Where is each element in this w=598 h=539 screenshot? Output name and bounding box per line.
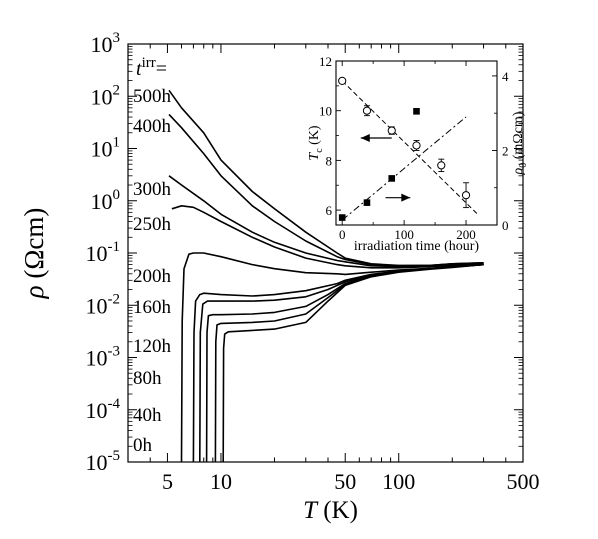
legend-title-equals: = <box>156 58 167 80</box>
series-label-400h: 400h <box>133 116 172 137</box>
series-line-80h <box>205 263 484 463</box>
y-tick-label: 10-2 <box>86 291 121 318</box>
series-label-0h: 0h <box>133 435 153 456</box>
y-tick-label: 10-5 <box>86 448 121 475</box>
y-tick-exponent: -2 <box>108 291 121 307</box>
inset-right-label-symbol: ρ <box>511 167 526 175</box>
series-curves <box>168 89 484 463</box>
inset-point-tc <box>387 126 396 135</box>
y-tick-label: 10-4 <box>86 396 121 423</box>
inset-left-tick-label: 8 <box>326 153 333 168</box>
inset-point-tc <box>412 141 421 150</box>
inset-point-tc <box>338 76 347 85</box>
series-line-0h <box>222 263 484 463</box>
y-tick-label: 103 <box>91 30 121 57</box>
x-tick-label: 5 <box>162 469 173 494</box>
x-axis-label-unit: (K) <box>317 497 358 524</box>
inset-left-axis-label: Tc (K) <box>307 125 325 161</box>
y-axis-label-symbol: ρ <box>19 285 49 299</box>
y-tick-mantissa: 10 <box>91 84 113 109</box>
x-axis-label: T (K) <box>303 497 358 524</box>
y-tick-exponent: 3 <box>113 30 121 46</box>
series-label-80h: 80h <box>133 368 162 389</box>
y-tick-mantissa: 10 <box>86 398 108 423</box>
inset-left-label-unit: (K) <box>307 125 322 148</box>
series-label-160h: 160h <box>133 297 172 318</box>
y-tick-mantissa: 10 <box>91 32 113 57</box>
inset-right-axis-label: ρ0 (mΩcm) <box>511 111 529 175</box>
inset-point-rho0 <box>338 214 346 221</box>
y-tick-label: 10-3 <box>86 344 121 371</box>
inset-point-tc <box>362 106 372 115</box>
inset-left-tick-label: 12 <box>319 54 332 69</box>
legend-title-superscript: irr <box>142 55 156 71</box>
inset-right-tick-label: 0 <box>502 218 509 233</box>
inset-plot: 0 100 200 6 8 10 12 0 2 4 irradiation time (hour) T… <box>307 54 529 254</box>
y-tick-mantissa: 10 <box>86 241 108 266</box>
x-tick-label: 100 <box>382 469 415 494</box>
y-tick-mantissa: 10 <box>86 450 108 475</box>
inset-right-tick-label: 4 <box>502 69 509 84</box>
inset-point-rho0 <box>388 175 396 182</box>
inset-right-label-unit: (mΩcm) <box>511 111 526 163</box>
inset-left-label-subscript: c <box>314 148 325 153</box>
y-axis-label: ρ (Ωcm) <box>19 208 49 300</box>
inset-point-rho0 <box>363 199 371 206</box>
inset-left-label-symbol: T <box>307 152 322 161</box>
y-tick-label: 101 <box>91 135 121 162</box>
inset-right-label-subscript: 0 <box>518 163 529 168</box>
series-label-200h: 200h <box>133 266 172 287</box>
inset-point-rho0 <box>413 108 420 115</box>
series-label-120h: 120h <box>133 336 172 357</box>
legend-title-symbol: t <box>136 58 142 80</box>
inset-arrow-head-left <box>360 134 370 143</box>
inset-point-tc <box>437 161 446 170</box>
x-tick-label: 10 <box>210 469 232 494</box>
x-tick-label: 500 <box>507 469 540 494</box>
series-label-300h: 300h <box>133 179 172 200</box>
y-tick-label: 102 <box>91 82 121 109</box>
series-line-40h <box>214 263 484 463</box>
y-tick-exponent: 1 <box>113 135 121 151</box>
series-line-120h <box>199 263 484 463</box>
inset-x-tick-label: 0 <box>339 227 346 242</box>
series-label-500h: 500h <box>133 86 172 107</box>
inset-arrow-head-right <box>401 193 411 202</box>
y-tick-mantissa: 10 <box>86 346 108 371</box>
y-tick-mantissa: 10 <box>86 293 108 318</box>
inset-x-tick-label: 200 <box>456 227 476 242</box>
series-line-250h <box>171 205 484 269</box>
y-tick-label: 100 <box>91 187 121 214</box>
y-tick-exponent: 2 <box>113 82 121 98</box>
series-line-300h <box>168 175 484 268</box>
y-tick-mantissa: 10 <box>91 137 113 162</box>
y-tick-exponent: -1 <box>108 239 121 255</box>
inset-right-tick-label: 2 <box>502 143 509 158</box>
inset-fit-line-dash-dot <box>341 116 467 221</box>
x-axis-label-symbol: T <box>303 497 319 524</box>
inset-left-tick-label: 6 <box>326 203 333 218</box>
inset-x-tick-label: 100 <box>394 227 414 242</box>
y-tick-label: 10-1 <box>86 239 121 266</box>
legend-title: tirr= <box>136 55 167 80</box>
inset-x-axis-label: irradiation time (hour) <box>354 239 480 254</box>
series-label-40h: 40h <box>133 405 162 426</box>
inset-left-tick-label: 10 <box>319 104 332 119</box>
series-label-250h: 250h <box>133 214 172 235</box>
y-tick-mantissa: 10 <box>91 189 113 214</box>
x-tick-label: 50 <box>334 469 356 494</box>
y-tick-exponent: -3 <box>108 344 121 360</box>
inset-point-tc <box>461 191 471 200</box>
series-line-160h <box>192 263 484 463</box>
y-tick-exponent: -4 <box>108 396 121 412</box>
y-tick-exponent: 0 <box>113 187 121 203</box>
y-tick-exponent: -5 <box>108 448 121 464</box>
y-axis-label-unit: (Ωcm) <box>19 208 49 286</box>
